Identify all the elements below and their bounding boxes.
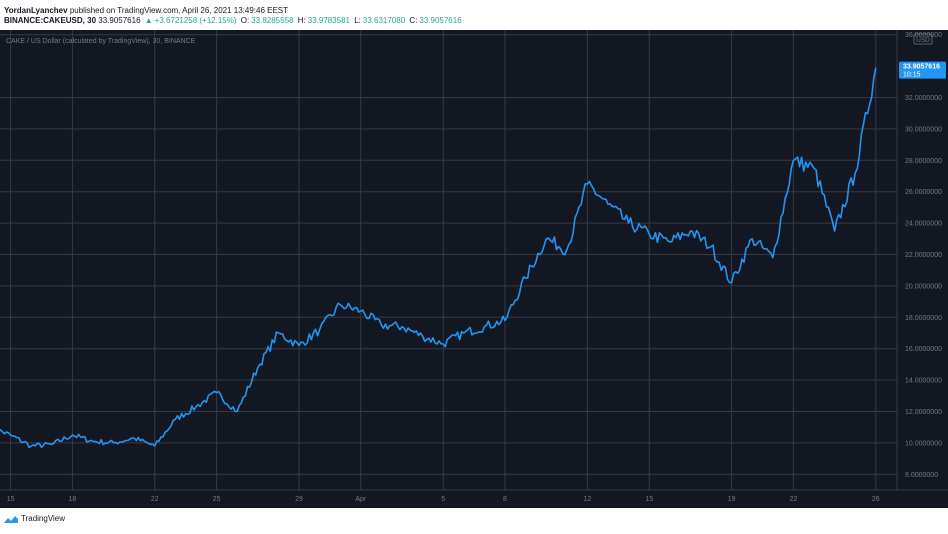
- high-value: 33.9783581: [307, 16, 350, 25]
- time-tick-label: 18: [69, 496, 77, 503]
- time-tick-label: 29: [295, 496, 303, 503]
- low-label: L:: [354, 16, 361, 25]
- tradingview-logo-icon[interactable]: [4, 515, 18, 523]
- last-price-marker: 33.9057616 10:15: [899, 61, 946, 79]
- time-tick-label: 26: [872, 496, 880, 503]
- price-tick-label: 24.0000000: [905, 221, 942, 228]
- close-label: C:: [409, 16, 418, 25]
- publish-info: YordanLyanchev published on TradingView.…: [4, 6, 944, 16]
- time-tick-label: 25: [213, 496, 221, 503]
- time-tick-label: 22: [790, 496, 798, 503]
- time-tick-label: 8: [503, 496, 507, 503]
- time-tick-label: Apr: [355, 496, 367, 503]
- change-up-icon: ▲: [144, 16, 153, 25]
- footer: TradingView: [4, 514, 65, 523]
- close-value: 33.9057616: [419, 16, 462, 25]
- footer-brand[interactable]: TradingView: [21, 514, 66, 523]
- author-name[interactable]: YordanLyanchev: [4, 6, 68, 15]
- price-tick-label: 10.0000000: [905, 440, 942, 447]
- time-tick-label: 15: [645, 496, 653, 503]
- price-axis-labels: 8.0000000 10.0000000 12.0000000 14.0000000 1…: [905, 32, 942, 479]
- vertical-gridlines: [10, 30, 877, 490]
- price-tick-label: 32.0000000: [905, 95, 942, 102]
- last-price: 33.9057616: [98, 16, 141, 25]
- price-tick-label: 16.0000000: [905, 346, 942, 353]
- last-price-value: 33.9057616: [903, 64, 940, 71]
- price-tick-label: 8.0000000: [905, 472, 938, 479]
- chart-header: YordanLyanchev published on TradingView.…: [4, 6, 944, 26]
- time-tick-label: 19: [728, 496, 736, 503]
- price-tick-label: 36.0000000: [905, 32, 942, 39]
- low-value: 33.6317080: [362, 16, 406, 25]
- high-label: H:: [297, 16, 306, 25]
- price-series-line: [0, 67, 877, 449]
- time-tick-label: 15: [7, 496, 15, 503]
- bar-countdown: 10:15: [903, 72, 921, 79]
- open-value: 33.8285558: [251, 16, 294, 25]
- time-tick-label: 12: [584, 496, 592, 503]
- chart-panel: [0, 30, 948, 508]
- price-tick-label: 14.0000000: [905, 378, 942, 385]
- currency-badge[interactable]: [913, 33, 933, 45]
- price-tick-label: 26.0000000: [905, 189, 942, 196]
- last-price-label: [899, 61, 946, 79]
- open-label: O:: [240, 16, 250, 25]
- price-chart[interactable]: CAKE / US Dollar (calculated by TradingV…: [0, 30, 948, 508]
- ohlc-line: BINANCE:CAKEUSD, 30 33.9057616 ▲ +3.67212…: [4, 16, 944, 26]
- price-tick-label: 18.0000000: [905, 315, 942, 322]
- price-tick-label: 28.0000000: [905, 158, 942, 165]
- time-tick-label: 22: [151, 496, 159, 503]
- price-tick-label: 12.0000000: [905, 409, 942, 416]
- publish-text: published on TradingView.com, April 26, …: [69, 6, 289, 15]
- time-axis-labels: 15 18 22 25 29 Apr 5 8 12 15 19 22 26: [7, 496, 880, 503]
- change-value: +3.6721258 (+12.15%): [154, 16, 237, 25]
- currency-badge-text: USD: [916, 37, 930, 44]
- horizontal-gridlines: [0, 34, 897, 475]
- price-tick-label: 20.0000000: [905, 283, 942, 290]
- time-tick-label: 5: [441, 496, 445, 503]
- price-tick-label: 30.0000000: [905, 126, 942, 133]
- price-tick-label: 22.0000000: [905, 252, 942, 259]
- chart-legend: CAKE / US Dollar (calculated by TradingV…: [6, 38, 196, 45]
- symbol-label: BINANCE:CAKEUSD, 30: [4, 16, 97, 25]
